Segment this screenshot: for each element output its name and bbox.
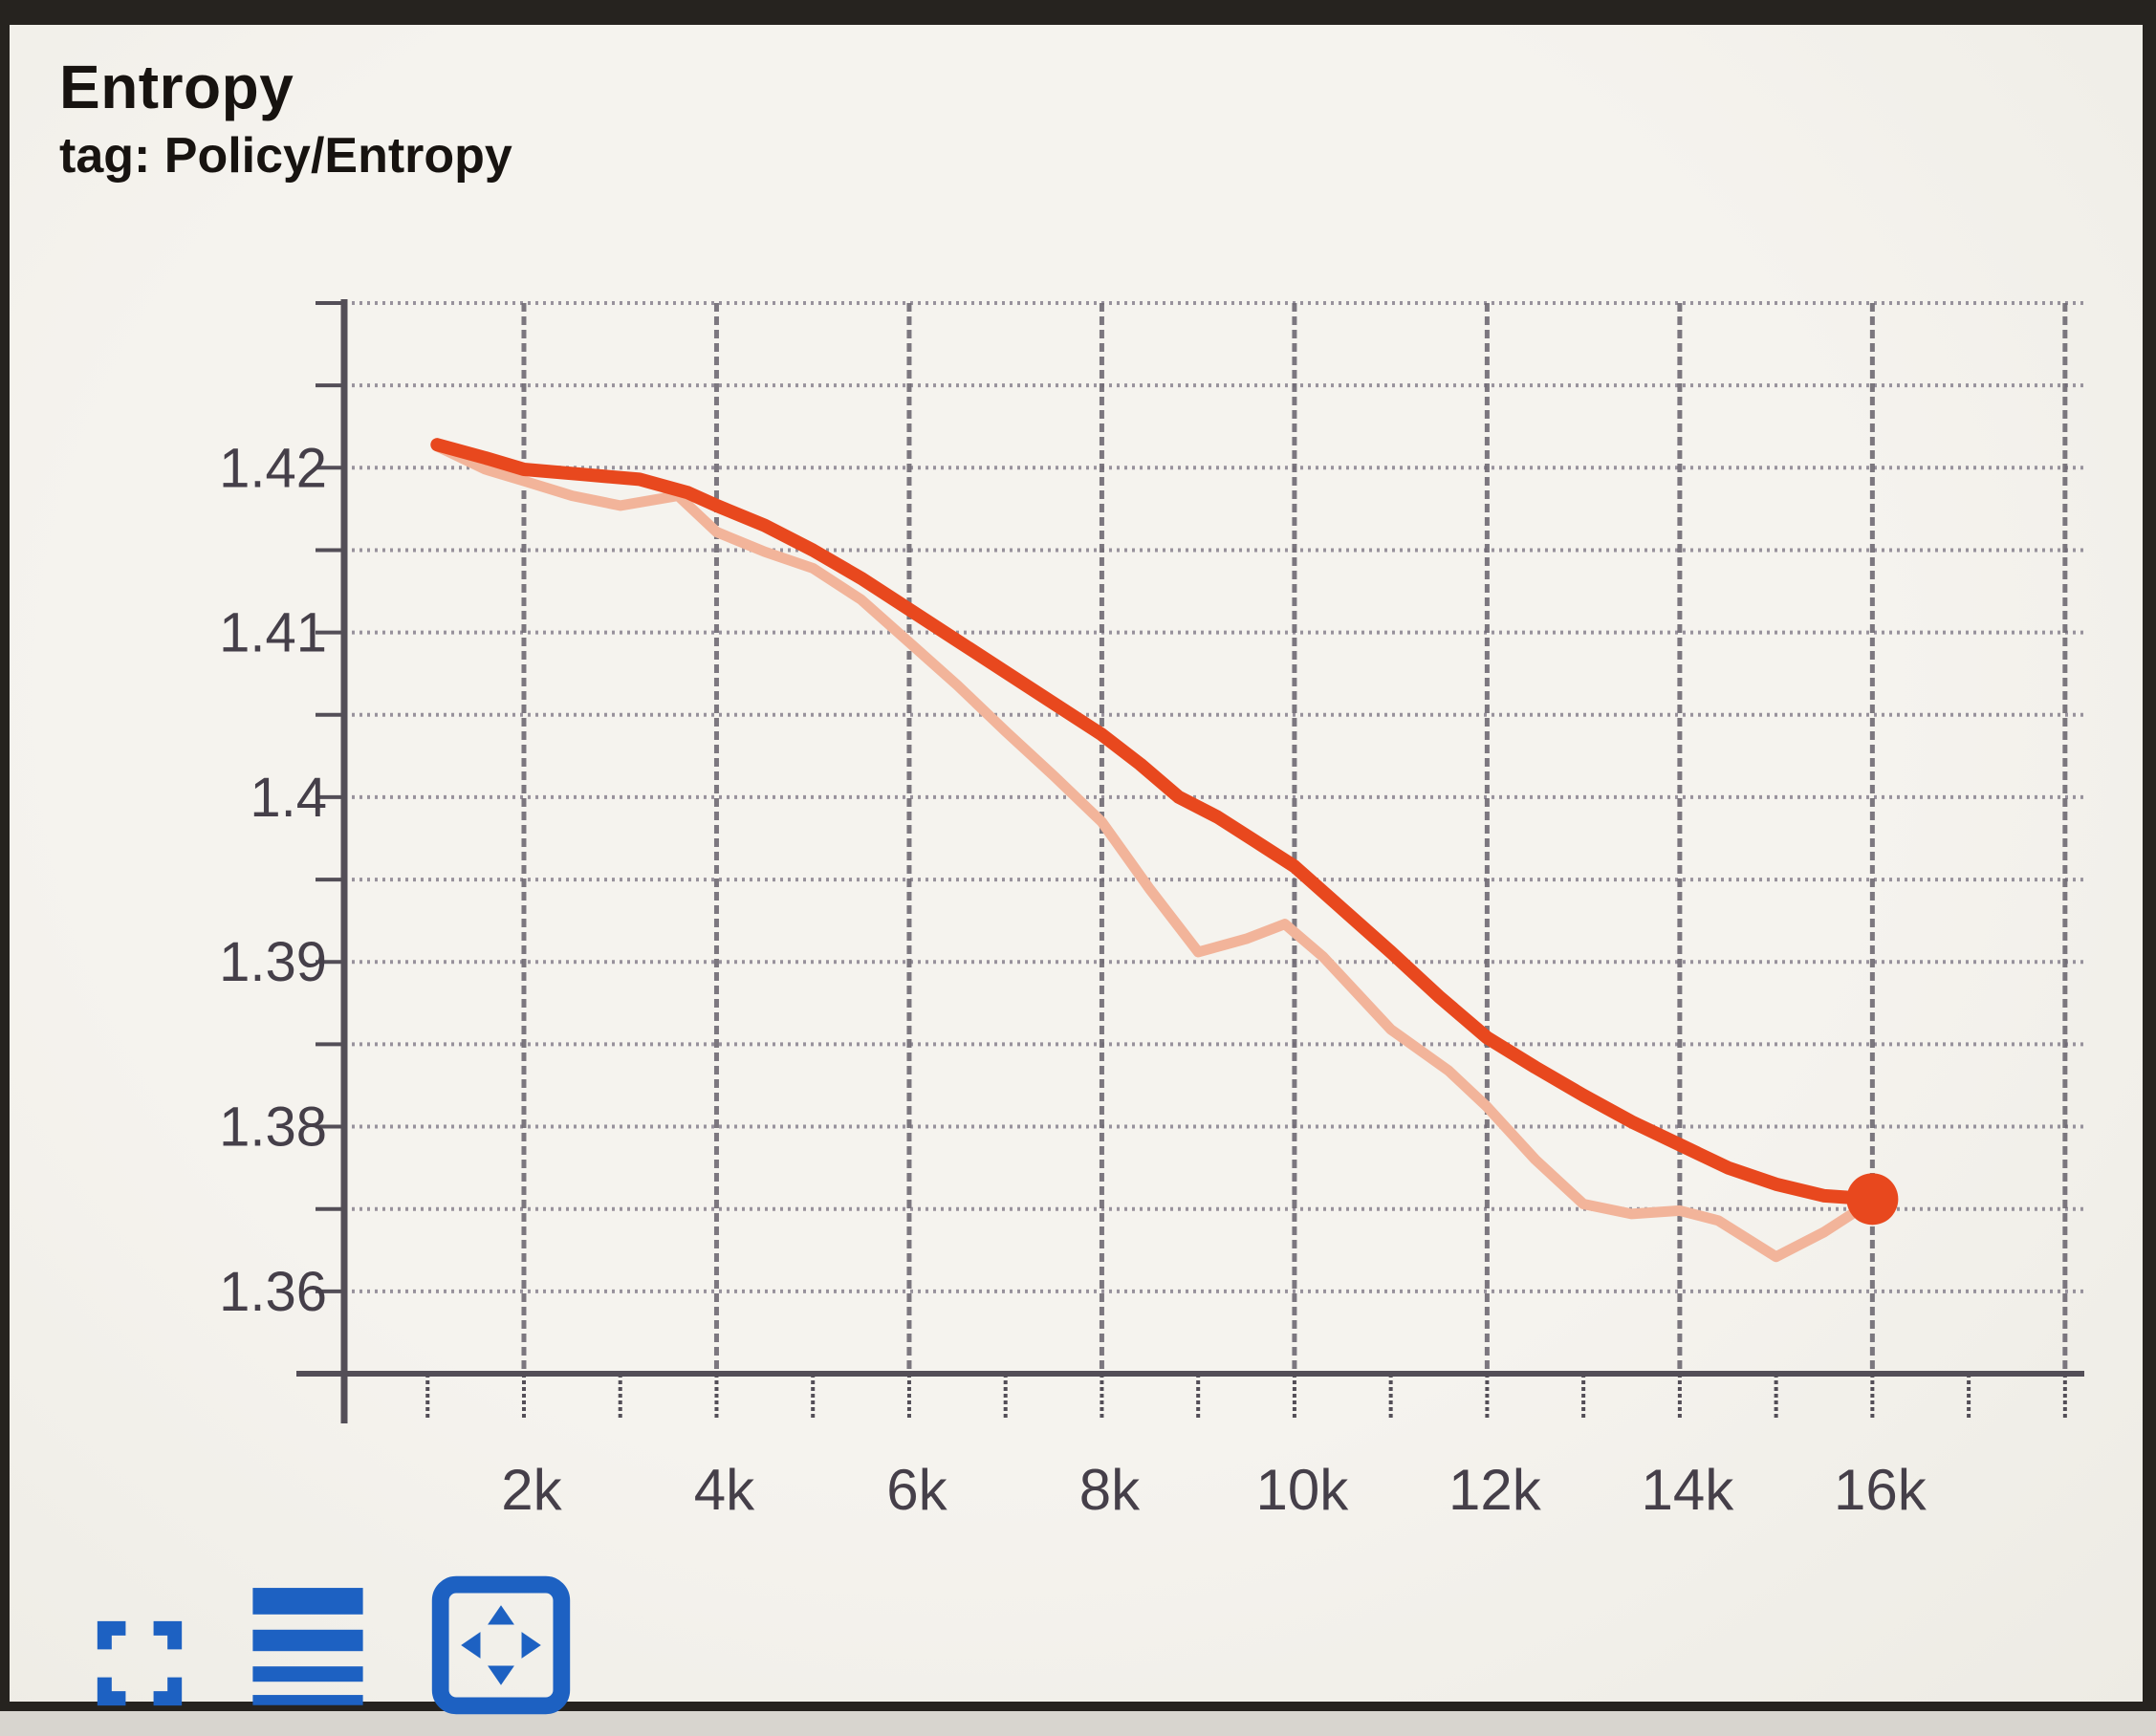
y-tick-label: 1.38	[219, 1096, 327, 1159]
fit-domain-icon	[428, 1571, 574, 1720]
fit-domain-button[interactable]	[428, 1571, 574, 1720]
fullscreen-icon	[92, 1607, 187, 1720]
y-tick-label: 1.41	[219, 602, 327, 664]
card-toolbar	[92, 1562, 574, 1720]
y-tick-label: 1.39	[219, 931, 327, 993]
log-scale-button[interactable]	[247, 1576, 369, 1720]
x-tick-label: 8k	[1079, 1458, 1141, 1522]
fullscreen-button[interactable]	[92, 1607, 187, 1720]
x-tick-label: 2k	[501, 1458, 562, 1522]
y-tick-label: 1.42	[219, 437, 327, 499]
end-point-marker	[1846, 1173, 1898, 1225]
smoothed-line	[437, 445, 1872, 1199]
x-tick-label: 14k	[1642, 1458, 1735, 1522]
chart-tag: tag: Policy/Entropy	[59, 128, 512, 184]
x-tick-label: 12k	[1448, 1458, 1542, 1522]
x-tick-label: 16k	[1834, 1458, 1927, 1522]
x-tick-label: 6k	[886, 1458, 947, 1522]
x-tick-label: 10k	[1256, 1458, 1350, 1522]
y-tick-label: 1.36	[219, 1261, 327, 1323]
x-tick-label: 4k	[694, 1458, 755, 1522]
y-tick-label: 1.4	[250, 767, 327, 829]
log-scale-icon	[247, 1576, 369, 1720]
card-header: Entropy tag: Policy/Entropy	[59, 54, 512, 184]
entropy-line-chart: 1.42 1.41 1.4 1.39 1.38 1.36 2k 4k 6k 8k 10k 12k 14k…	[10, 25, 2156, 1736]
chart-title: Entropy	[59, 54, 512, 122]
